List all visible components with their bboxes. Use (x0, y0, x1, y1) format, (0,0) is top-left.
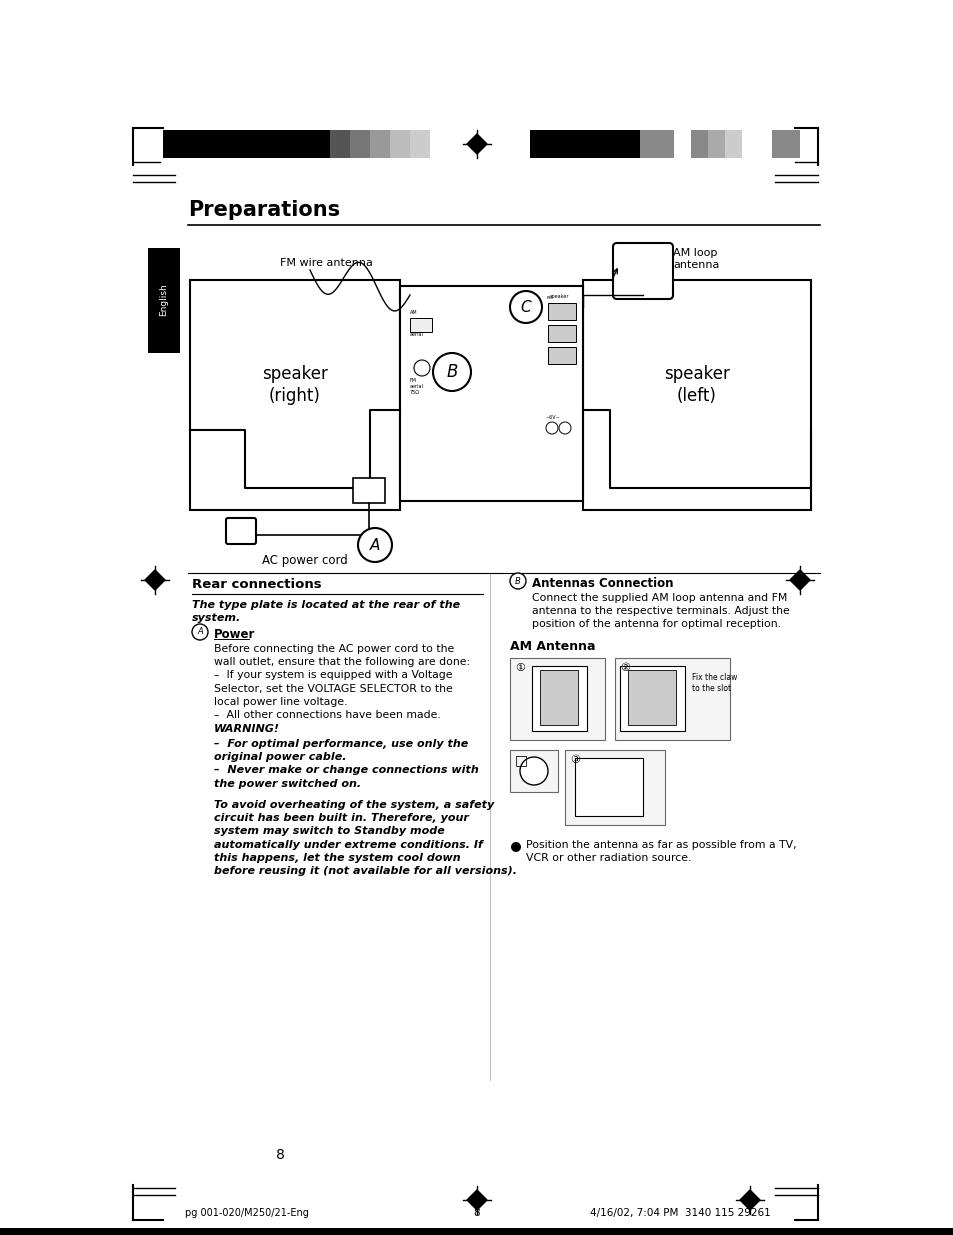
Bar (724, 130, 741, 158)
Bar (547, 303, 576, 320)
Text: To avoid overheating of the system, a safety
circuit has been built in. Therefor: To avoid overheating of the system, a sa… (213, 800, 517, 876)
Bar (448, 130, 477, 158)
Text: ~6V~: ~6V~ (544, 415, 559, 420)
Text: ②: ② (619, 663, 629, 673)
Bar (582, 280, 810, 510)
Bar (410, 130, 430, 158)
Text: speaker
(right): speaker (right) (262, 364, 328, 405)
Text: Position the antenna as far as possible from a TV,
VCR or other radiation source: Position the antenna as far as possible … (525, 840, 796, 863)
Text: pg 001-020/M250/21-Eng: pg 001-020/M250/21-Eng (185, 1208, 309, 1218)
Bar (330, 130, 350, 158)
Text: Connect the supplied AM loop antenna and FM
antenna to the respective terminals.: Connect the supplied AM loop antenna and… (532, 593, 789, 630)
Text: Antennas Connection: Antennas Connection (532, 577, 673, 590)
Bar (771, 130, 800, 158)
Bar (510, 658, 604, 740)
Text: speaker
(left): speaker (left) (663, 364, 729, 405)
Bar (615, 658, 729, 740)
Text: AM: AM (410, 310, 417, 315)
Bar (547, 347, 576, 364)
Bar (627, 671, 676, 725)
Text: Fix the claw
to the slot: Fix the claw to the slot (691, 673, 737, 693)
Text: A: A (197, 627, 203, 636)
Bar (515, 130, 530, 158)
Polygon shape (467, 1191, 486, 1210)
Bar (0, 1228, 953, 1235)
Polygon shape (145, 571, 165, 590)
Text: 8: 8 (275, 1149, 284, 1162)
Bar (190, 280, 399, 510)
Bar (410, 317, 432, 332)
Bar (657, 130, 673, 158)
Text: aerial: aerial (410, 332, 423, 337)
Bar (539, 671, 578, 725)
Text: 8: 8 (474, 1208, 479, 1218)
Circle shape (192, 624, 208, 640)
Bar (510, 750, 558, 792)
Text: B: B (446, 363, 457, 382)
Text: WARNING!: WARNING! (213, 724, 280, 734)
Text: Preparations: Preparations (188, 200, 340, 220)
Text: ①: ① (515, 663, 524, 673)
Polygon shape (740, 1191, 760, 1210)
Bar (564, 750, 664, 825)
Bar (619, 666, 684, 731)
Text: B: B (515, 577, 520, 585)
Text: The type plate is located at the rear of the
system.: The type plate is located at the rear of… (192, 600, 459, 624)
Text: Rear connections: Rear connections (192, 578, 321, 592)
FancyBboxPatch shape (613, 243, 672, 299)
Circle shape (414, 359, 430, 375)
Circle shape (433, 353, 471, 391)
Bar (353, 478, 385, 503)
Polygon shape (789, 571, 809, 590)
Text: FM wire antenna: FM wire antenna (280, 258, 373, 268)
Text: Before connecting the AC power cord to the
wall outlet, ensure that the followin: Before connecting the AC power cord to t… (213, 643, 470, 720)
Circle shape (558, 422, 571, 433)
Circle shape (510, 291, 541, 324)
Circle shape (510, 573, 525, 589)
Text: English: English (159, 284, 169, 316)
Bar (399, 287, 582, 501)
Bar (639, 130, 657, 158)
Bar (163, 130, 448, 158)
Text: Power: Power (213, 629, 255, 641)
Text: FM
aerial
75Ω: FM aerial 75Ω (410, 378, 423, 395)
Text: speaker: speaker (550, 294, 569, 299)
Bar (370, 130, 390, 158)
Circle shape (545, 422, 558, 433)
Bar (350, 130, 370, 158)
Bar (430, 130, 450, 158)
Text: ③: ③ (569, 755, 579, 764)
Bar (690, 130, 707, 158)
Text: AM Antenna: AM Antenna (510, 640, 595, 653)
Bar (532, 666, 586, 731)
Bar (148, 248, 180, 353)
FancyBboxPatch shape (226, 517, 255, 543)
Text: RO: RO (546, 296, 553, 300)
Bar (530, 130, 639, 158)
Bar (575, 758, 642, 816)
Circle shape (511, 842, 520, 852)
Circle shape (519, 757, 547, 785)
Circle shape (357, 529, 392, 562)
Text: AC power cord: AC power cord (262, 555, 348, 567)
Text: –  For optimal performance, use only the
original power cable.
–  Never make or : – For optimal performance, use only the … (213, 739, 478, 789)
Polygon shape (467, 135, 486, 154)
Bar (390, 130, 410, 158)
Bar (741, 130, 771, 158)
Bar (547, 325, 576, 342)
Bar (673, 130, 690, 158)
Text: □: □ (515, 753, 528, 767)
Text: C: C (520, 300, 531, 315)
Bar (707, 130, 724, 158)
Text: 4/16/02, 7:04 PM  3140 115 29261: 4/16/02, 7:04 PM 3140 115 29261 (589, 1208, 770, 1218)
Text: A: A (370, 537, 380, 552)
Text: AM loop
antenna: AM loop antenna (672, 248, 719, 269)
